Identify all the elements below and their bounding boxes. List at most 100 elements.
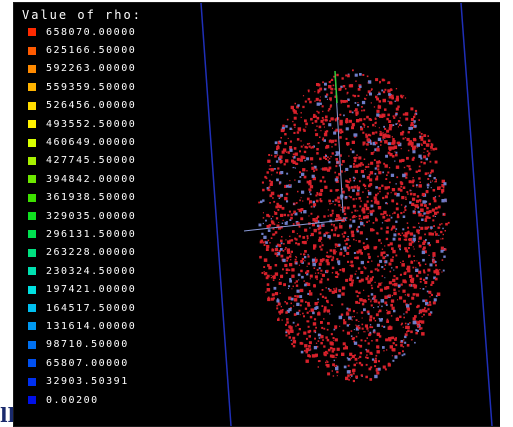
particle — [444, 230, 446, 232]
particle — [299, 171, 301, 174]
particle — [428, 312, 432, 316]
legend-color-swatch — [28, 120, 36, 129]
particle — [350, 230, 354, 234]
particle — [401, 263, 405, 267]
particle — [314, 258, 318, 262]
particle — [310, 147, 312, 149]
particle — [418, 270, 422, 274]
particle — [308, 203, 310, 205]
legend-value-label: 164517.50000 — [46, 302, 137, 314]
particle — [374, 281, 376, 283]
particle — [419, 199, 422, 202]
particle — [279, 292, 281, 294]
particle — [354, 156, 357, 160]
particle — [347, 98, 350, 101]
particle — [367, 295, 370, 298]
particle — [420, 201, 422, 203]
particle — [373, 297, 375, 300]
particle — [391, 97, 394, 100]
particle — [395, 88, 398, 90]
particle — [347, 104, 350, 108]
particle — [271, 168, 275, 171]
particle — [426, 150, 429, 153]
particle — [268, 215, 271, 218]
particle — [331, 212, 334, 215]
particle — [317, 340, 320, 342]
particle — [295, 284, 299, 287]
particle — [405, 249, 408, 253]
particle — [352, 379, 355, 383]
particle — [308, 90, 310, 93]
particle — [304, 250, 307, 253]
particle — [392, 348, 396, 352]
particle — [418, 177, 421, 180]
particle — [319, 199, 322, 202]
particle — [267, 229, 271, 232]
particle — [347, 358, 351, 361]
particle — [383, 325, 386, 328]
particle — [305, 350, 308, 354]
particle — [322, 258, 325, 261]
particle-scene[interactable] — [14, 3, 501, 426]
particle — [303, 175, 307, 179]
particle — [406, 265, 411, 270]
particle — [314, 120, 318, 123]
particle — [348, 239, 350, 241]
particle — [354, 108, 358, 111]
particle — [350, 335, 353, 337]
particle — [333, 339, 335, 341]
particle — [279, 278, 281, 280]
particle — [415, 293, 416, 295]
particle — [380, 213, 383, 216]
particle — [382, 135, 386, 139]
particle — [332, 257, 335, 259]
particle — [422, 140, 427, 144]
particle — [395, 220, 398, 223]
particle — [371, 287, 374, 290]
particle — [316, 125, 318, 127]
particle — [395, 266, 398, 269]
particle — [362, 242, 365, 245]
particle — [276, 252, 278, 254]
particle — [345, 312, 350, 316]
particle — [428, 290, 432, 294]
particle — [345, 278, 349, 282]
particle — [395, 228, 398, 230]
legend-value-label: 296131.50000 — [46, 228, 137, 240]
particle — [330, 91, 333, 94]
particle — [312, 262, 316, 267]
particle — [339, 154, 342, 157]
particle — [350, 330, 353, 332]
particle — [334, 88, 337, 90]
particle — [378, 171, 382, 175]
particle — [314, 257, 317, 259]
particle — [309, 180, 312, 183]
particle — [376, 267, 378, 269]
particle — [377, 145, 380, 148]
particle — [294, 295, 297, 298]
particle — [406, 344, 410, 347]
render-viewport[interactable]: Value of rho: 658070.00000 625166.50000 59… — [13, 2, 502, 427]
particle — [343, 206, 346, 209]
legend-row: 427745.50000 — [18, 152, 193, 170]
particle — [370, 213, 373, 216]
particle — [359, 73, 362, 76]
particle — [372, 317, 375, 320]
particle — [423, 161, 426, 165]
particle — [331, 78, 334, 81]
particle — [274, 272, 279, 276]
particle — [347, 260, 350, 263]
particle — [370, 301, 372, 303]
particle — [295, 202, 298, 204]
particle — [311, 163, 313, 165]
particle — [284, 196, 288, 201]
particle — [382, 215, 386, 219]
particle — [287, 250, 291, 254]
particle — [406, 307, 410, 311]
particle — [356, 157, 358, 159]
particle — [319, 99, 321, 102]
particle — [380, 251, 384, 255]
particle — [315, 97, 319, 101]
particle — [276, 171, 278, 174]
particle — [289, 180, 291, 182]
